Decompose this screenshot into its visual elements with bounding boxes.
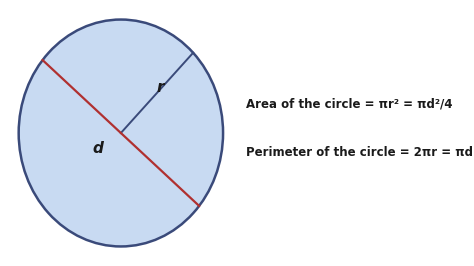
Text: r: r — [156, 80, 164, 95]
Ellipse shape — [18, 19, 223, 247]
Text: d: d — [92, 142, 103, 156]
Text: Area of the circle = πr² = πd²/4: Area of the circle = πr² = πd²/4 — [246, 97, 453, 110]
Text: Perimeter of the circle = 2πr = πd: Perimeter of the circle = 2πr = πd — [246, 146, 474, 159]
